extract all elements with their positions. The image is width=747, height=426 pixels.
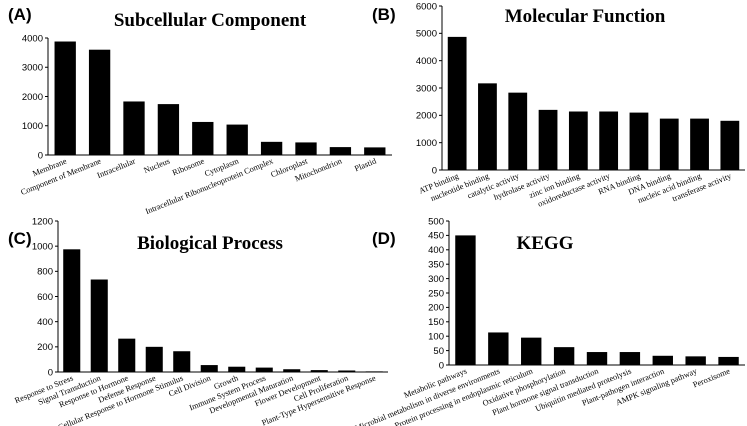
panel-letter: (A): [8, 5, 32, 24]
y-tick-label: 500: [428, 216, 444, 227]
y-tick-label: 150: [428, 317, 444, 328]
chart-panel-4: (D) KEGG050100150200250300350400450500Met…: [354, 216, 745, 426]
bar: [226, 124, 248, 155]
x-tick-label: Peroxisome: [692, 366, 732, 389]
panel-letter: (C): [8, 229, 32, 248]
y-tick-label: 400: [37, 317, 53, 328]
y-tick-label: 3000: [416, 83, 437, 94]
y-tick-label: 600: [37, 292, 53, 303]
bar: [63, 249, 81, 372]
chart-panel-1: (A) Subcellular Component 0 1000 2000 3000 400…: [8, 5, 392, 216]
bar: [508, 92, 528, 170]
bar: [568, 111, 588, 170]
y-tick-label: 0: [48, 367, 53, 378]
x-tick-label: Intracellular: [96, 156, 137, 180]
chart-title: Biological Process: [137, 233, 283, 254]
x-tick-label: Nucleus: [143, 157, 172, 176]
chart-title: Molecular Function: [505, 6, 666, 27]
y-tick-label: 3000: [22, 63, 43, 74]
bar: [145, 346, 163, 372]
bar: [338, 370, 356, 372]
bar: [295, 142, 317, 155]
y-tick-label: 250: [428, 288, 444, 299]
bar: [586, 352, 608, 365]
x-tick-label: Plastid: [353, 156, 378, 173]
bar: [54, 41, 76, 156]
y-tick-label: 2000: [416, 111, 437, 122]
bar: [455, 235, 476, 365]
x-tick-label: Ribosome: [171, 156, 206, 177]
bar: [478, 83, 497, 170]
bar: [192, 121, 214, 155]
y-tick-label: 1200: [32, 216, 53, 227]
bar: [718, 356, 739, 365]
bar: [659, 118, 679, 170]
bar: [88, 49, 111, 156]
panel-letter: (D): [372, 229, 396, 248]
bar: [123, 101, 145, 155]
bar: [365, 371, 383, 372]
chart-panel-2: (B) Molecular Function 0 1000 2000 3000 4000 50…: [372, 1, 745, 209]
bar: [255, 367, 273, 372]
bar: [599, 111, 619, 170]
y-tick-label: 5000: [416, 29, 437, 40]
y-tick-label: 4000: [416, 56, 437, 67]
bar: [538, 109, 558, 170]
y-tick-label: 200: [428, 303, 444, 314]
chart-title: Subcellular Component: [114, 10, 307, 31]
y-tick-label: 0: [432, 165, 437, 176]
bar: [90, 279, 108, 372]
bar: [652, 355, 673, 365]
bar: [364, 147, 386, 155]
y-tick-label: 350: [428, 260, 444, 271]
bar: [118, 338, 136, 372]
y-tick-label: 50: [433, 346, 444, 357]
bar: [283, 369, 301, 372]
panel-letter: (B): [372, 5, 396, 24]
bar: [228, 366, 246, 372]
y-tick-label: 6000: [416, 1, 437, 12]
bar: [553, 347, 575, 365]
bar: [690, 118, 709, 170]
bar: [720, 120, 740, 170]
y-tick-label: 4000: [22, 33, 43, 44]
bar: [157, 104, 180, 155]
chart-title: KEGG: [516, 233, 573, 254]
chart-panel-3: (C) Biological Process 0 200 400 600 800 1000 12…: [8, 216, 388, 426]
y-tick-label: 1000: [32, 241, 53, 252]
y-tick-label: 200: [37, 342, 53, 353]
y-tick-label: 1000: [416, 138, 437, 149]
bar: [173, 351, 191, 372]
y-tick-label: 300: [428, 274, 444, 285]
bar: [685, 356, 706, 365]
bar: [200, 365, 218, 372]
y-tick-label: 400: [428, 245, 444, 256]
bar: [447, 36, 467, 171]
y-tick-label: 100: [428, 332, 444, 343]
y-tick-label: 800: [37, 267, 53, 278]
y-tick-label: 1000: [22, 121, 43, 132]
y-tick-label: 0: [439, 360, 444, 371]
bar: [310, 370, 328, 372]
bar: [488, 332, 509, 365]
y-tick-label: 450: [428, 231, 444, 242]
bar: [619, 352, 641, 365]
bar: [260, 141, 283, 155]
bar: [629, 112, 649, 170]
bar: [521, 337, 542, 365]
y-tick-label: 2000: [22, 92, 43, 103]
y-tick-label: 0: [38, 150, 43, 161]
bar: [329, 147, 352, 155]
